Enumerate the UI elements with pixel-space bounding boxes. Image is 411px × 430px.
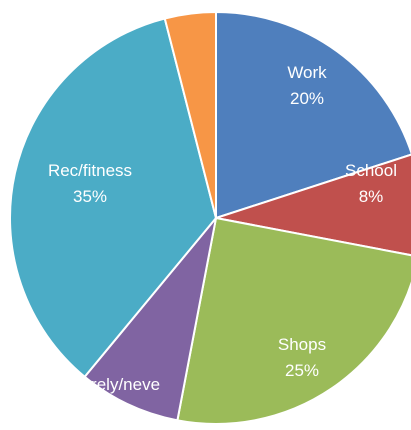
pie-labels: Work 20% School 8% Shops 25% rarely/neve Rec/fi…: [48, 63, 397, 394]
pie-slice-school: [215, 153, 411, 257]
pie-label-value: 20%: [290, 89, 324, 108]
pie-label-school: School 8%: [345, 161, 397, 206]
pie-label-value: 8%: [359, 187, 384, 206]
pie-slice-work: [215, 10, 411, 220]
pie-label-shops: Shops 25%: [278, 335, 326, 380]
pie-slice-shops: [176, 216, 411, 425]
pie-slice-unlabeled: [163, 10, 217, 219]
pie-slice-rarely-neve: [83, 217, 217, 422]
pie-label-work: Work 20%: [287, 63, 327, 108]
pie-label-category: rarely/neve: [76, 375, 160, 394]
pie-slice-rec-fitness: [9, 17, 218, 379]
pie-label-value: 35%: [73, 187, 107, 206]
pie-label-category: Work: [287, 63, 327, 82]
pie-label-value: 25%: [285, 361, 319, 380]
pie-label-category: School: [345, 161, 397, 180]
pie-label-category: Rec/fitness: [48, 161, 132, 180]
pie-label-rec-fitness: Rec/fitness 35%: [48, 161, 132, 206]
pie-slices: [9, 10, 411, 425]
pie-label-rarely-neve: rarely/neve: [76, 375, 160, 394]
pie-label-category: Shops: [278, 335, 326, 354]
